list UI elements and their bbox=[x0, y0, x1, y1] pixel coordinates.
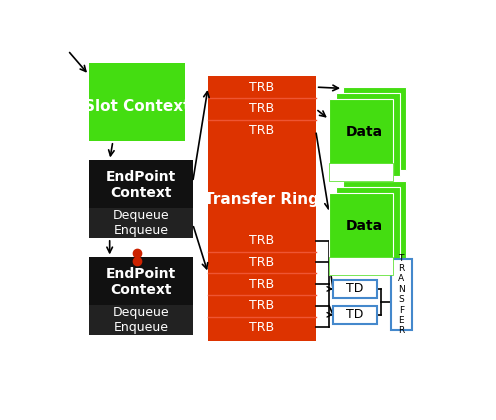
Bar bbox=[89, 160, 193, 238]
Bar bbox=[208, 76, 315, 341]
Bar bbox=[333, 280, 377, 298]
Text: TD: TD bbox=[346, 282, 364, 295]
Text: TRB: TRB bbox=[249, 321, 274, 334]
Text: T
R
A
N
S
F
E
R: T R A N S F E R bbox=[398, 254, 405, 336]
Bar bbox=[343, 87, 406, 170]
Bar bbox=[89, 305, 193, 335]
Bar bbox=[333, 306, 377, 324]
Bar bbox=[329, 163, 393, 181]
Bar bbox=[391, 259, 412, 330]
Text: Dequeue
Enqueue: Dequeue Enqueue bbox=[113, 209, 169, 237]
Bar bbox=[89, 63, 185, 141]
Bar bbox=[336, 187, 399, 269]
Text: TRB: TRB bbox=[249, 299, 274, 312]
Bar bbox=[343, 181, 406, 263]
Bar bbox=[329, 193, 393, 275]
Bar bbox=[329, 99, 393, 181]
Text: TD: TD bbox=[346, 308, 364, 321]
Bar bbox=[329, 257, 393, 275]
Text: Transfer Ring: Transfer Ring bbox=[204, 192, 319, 207]
Text: TRB: TRB bbox=[249, 278, 274, 291]
Bar bbox=[89, 257, 193, 335]
Text: EndPoint
Context: EndPoint Context bbox=[106, 267, 176, 297]
Text: TRB: TRB bbox=[249, 256, 274, 269]
Text: TRB: TRB bbox=[249, 124, 274, 137]
Text: Data: Data bbox=[346, 219, 382, 233]
Text: TRB: TRB bbox=[249, 81, 274, 94]
Text: TRB: TRB bbox=[249, 234, 274, 247]
Text: TRB: TRB bbox=[249, 102, 274, 115]
Text: Slot Context: Slot Context bbox=[84, 99, 190, 113]
Text: EndPoint
Context: EndPoint Context bbox=[106, 170, 176, 200]
Text: Dequeue
Enqueue: Dequeue Enqueue bbox=[113, 306, 169, 334]
Text: Data: Data bbox=[346, 125, 382, 139]
Bar bbox=[89, 208, 193, 238]
Bar bbox=[336, 93, 399, 176]
